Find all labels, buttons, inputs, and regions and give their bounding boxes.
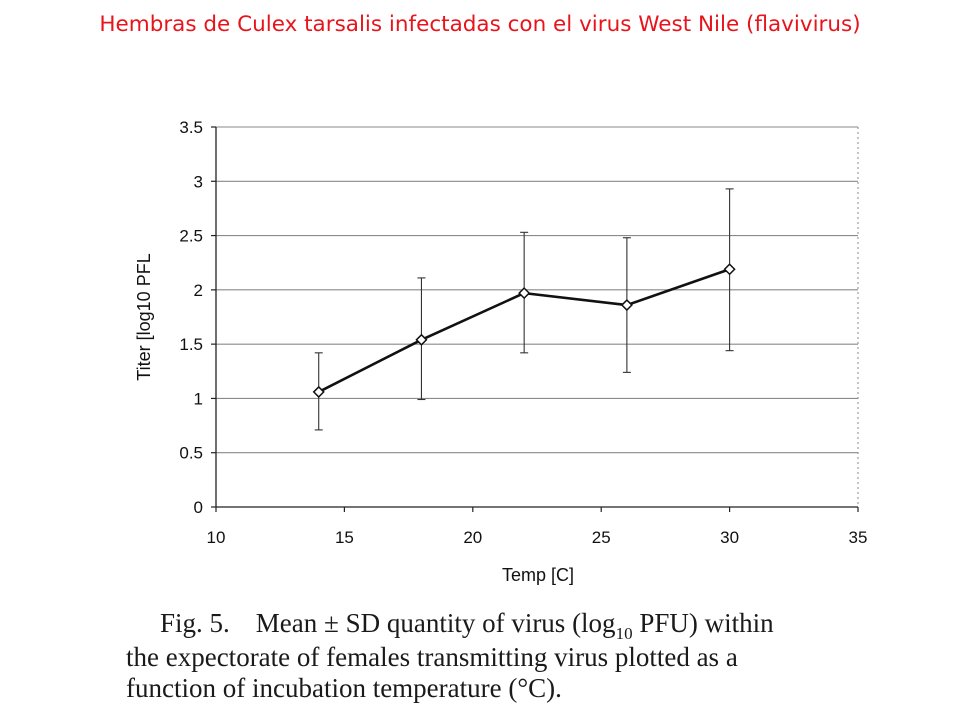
markers xyxy=(312,263,736,398)
axes-layer xyxy=(215,127,859,508)
data-point-0 xyxy=(312,385,325,398)
chart: 0 0.5 1 1.5 2 2.5 3 3.5 10 15 20 25 30 35 Temp [C] Ti… xyxy=(134,118,867,585)
y-tick-label-3: 1.5 xyxy=(179,335,203,354)
data-point-3 xyxy=(620,298,633,312)
x-tick-label-0: 10 xyxy=(207,528,226,547)
y-tick-label-1: 0.5 xyxy=(179,444,203,463)
x-tick-label-2: 20 xyxy=(463,528,482,547)
data-point-1 xyxy=(415,333,428,346)
caption-subscript: 10 xyxy=(615,624,633,643)
caption-line-2: the expectorate of females transmitting … xyxy=(126,642,738,672)
y-tick-label-5: 2.5 xyxy=(179,227,203,246)
tick-layer: 0 0.5 1 1.5 2 2.5 3 3.5 10 15 20 25 30 35 xyxy=(179,118,867,547)
caption-text-b: PFU) within xyxy=(632,608,774,638)
data-point-2 xyxy=(518,287,531,300)
figure-caption: Fig. 5. Mean ± SD quantity of virus (log1… xyxy=(126,608,876,704)
slide-title: Hembras de Culex tarsalis infectadas con… xyxy=(99,12,861,37)
y-tick-label-7: 3.5 xyxy=(179,118,203,137)
grid-layer xyxy=(216,126,858,454)
caption-line-3: function of incubation temperature (°C). xyxy=(126,673,562,703)
y-tick-label-0: 0 xyxy=(194,498,203,517)
data-point-4 xyxy=(723,263,736,276)
y-tick-label-4: 2 xyxy=(194,281,203,300)
caption-fig-label: Fig. 5. xyxy=(160,608,230,638)
y-tick-label-2: 1 xyxy=(194,389,203,408)
x-tick-label-3: 25 xyxy=(592,528,611,547)
x-tick-label-4: 30 xyxy=(720,528,739,547)
y-axis-label: Titer [log10 PFL xyxy=(134,253,154,380)
error-bars xyxy=(314,188,734,431)
y-tick-label-6: 3 xyxy=(194,172,203,191)
x-axis-label: Temp [C] xyxy=(502,565,574,585)
x-tick-label-5: 35 xyxy=(849,528,868,547)
caption-line-1: Fig. 5. Mean ± SD quantity of virus (log1… xyxy=(126,608,876,643)
x-tick-label-1: 15 xyxy=(335,528,354,547)
caption-text-a: Mean ± SD quantity of virus (log xyxy=(255,608,616,638)
